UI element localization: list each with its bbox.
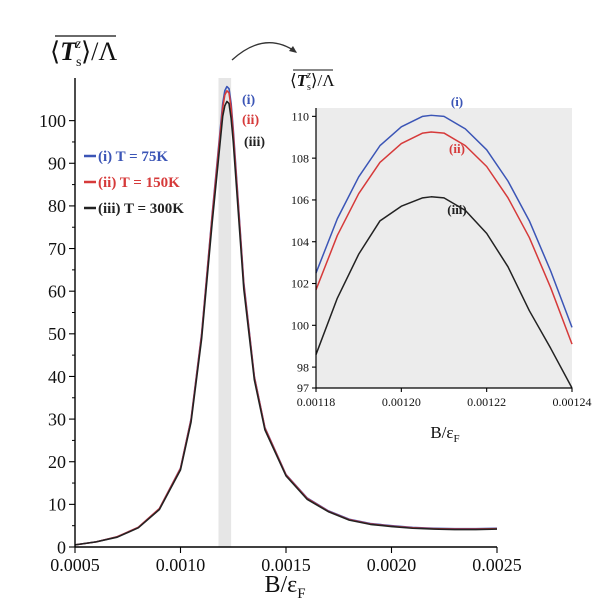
main-y-tick-label: 100 xyxy=(39,111,66,131)
x-label-subscript: F xyxy=(297,586,305,602)
main-x-tick-label: 0.0010 xyxy=(156,555,206,575)
inset-y-tick-label: 97 xyxy=(297,381,309,395)
inset-y-label-superscript: z xyxy=(306,70,311,81)
inset-x-axis-label: B/εF xyxy=(430,423,459,445)
main-y-tick-label: 70 xyxy=(48,239,66,259)
inset-y-label-subscript: s xyxy=(307,82,311,93)
main-y-tick-label: 80 xyxy=(48,196,66,216)
y-label-close: ⟩ xyxy=(81,37,91,66)
main-y-tick-label: 50 xyxy=(48,324,66,344)
peak-label-iii: (iii) xyxy=(244,135,265,150)
main-x-tick-label: 0.0015 xyxy=(261,555,311,575)
main-y-tick-label: 20 xyxy=(48,452,66,472)
main-y-tick-label: 0 xyxy=(57,537,66,557)
inset-y-tick-label: 106 xyxy=(291,193,309,207)
inset-x-label-main: B/ε xyxy=(430,423,453,442)
inset-y-tick-label: 102 xyxy=(291,277,309,291)
y-label-superscript: z xyxy=(75,37,82,52)
legend: (i) T = 75K (ii) T = 150K (iii) T = 300K xyxy=(84,149,184,217)
peak-label-i: (i) xyxy=(242,93,256,108)
inset-y-axis-label: ⟨Tsz⟩/Λ xyxy=(290,70,335,93)
inset-x-tick-label: 0.00120 xyxy=(382,395,421,409)
main-y-tick-label: 30 xyxy=(48,409,66,429)
peak-label-ii: (ii) xyxy=(242,113,259,128)
legend-label-ii: (ii) T = 150K xyxy=(98,175,180,191)
legend-label-i: (i) T = 75K xyxy=(98,149,168,165)
main-y-tick-label: 10 xyxy=(48,495,66,515)
y-label-symbol: T xyxy=(60,37,77,66)
inset-y-tick-label: 110 xyxy=(291,110,309,124)
main-chart: 0.0005 0.0010 0.0015 0.0020 0.0025 0 10 20 30 40 5… xyxy=(39,35,522,602)
inset-x-label-subscript: F xyxy=(454,433,460,445)
legend-label-iii: (iii) T = 300K xyxy=(98,201,184,217)
main-y-tick-label: 90 xyxy=(48,154,66,174)
inset-series-line-1 xyxy=(315,114,573,328)
peak-labels: (i) (ii) (iii) xyxy=(242,93,265,150)
inset-x-tick-label: 0.00118 xyxy=(297,395,336,409)
y-label-tail: /Λ xyxy=(91,37,117,66)
inset-chart: 0.00118 0.00120 0.00122 0.00124 97 98 100 102 10… xyxy=(282,69,592,445)
inset-series-line-2 xyxy=(315,131,573,345)
inset-series-line-3 xyxy=(315,196,573,389)
main-series-line-3 xyxy=(74,100,498,546)
inset-x-tick-label: 0.00122 xyxy=(467,395,506,409)
inset-y-label-close: ⟩ xyxy=(311,71,318,90)
inset-y-tick-label: 98 xyxy=(297,360,309,374)
inset-x-tick-label: 0.00124 xyxy=(553,395,592,409)
inset-curve-label-ii: (ii) xyxy=(449,141,465,156)
inset-plot-area xyxy=(316,108,572,388)
inset-curve-label-iii: (iii) xyxy=(447,202,467,217)
x-axis-label: B/εF xyxy=(264,572,305,602)
inset-y-tick-label: 100 xyxy=(291,319,309,333)
y-axis-label: ⟨Tsz⟩/Λ xyxy=(50,37,117,70)
zoom-arrow xyxy=(231,42,297,61)
inset-y-tick-label: 108 xyxy=(291,151,309,165)
y-label-open: ⟨ xyxy=(50,37,60,66)
inset-y-label-open: ⟨ xyxy=(290,71,297,90)
main-y-tick-label: 60 xyxy=(48,281,66,301)
highlight-band xyxy=(218,78,232,547)
x-label-main: B/ε xyxy=(264,572,297,598)
inset-y-label-tail: /Λ xyxy=(317,71,335,90)
inset-curve-label-i: (i) xyxy=(451,94,463,109)
main-y-tick-label: 40 xyxy=(48,367,66,387)
main-x-tick-label: 0.0020 xyxy=(367,555,417,575)
y-label-subscript: s xyxy=(76,55,81,70)
inset-y-label-symbol: T xyxy=(297,71,308,90)
zoom-arrowhead xyxy=(289,46,297,53)
main-x-tick-label: 0.0005 xyxy=(50,555,100,575)
inset-y-tick-label: 104 xyxy=(291,235,309,249)
main-x-tick-label: 0.0025 xyxy=(472,555,522,575)
inset-curve-labels: (i) (ii) (iii) xyxy=(447,94,467,217)
